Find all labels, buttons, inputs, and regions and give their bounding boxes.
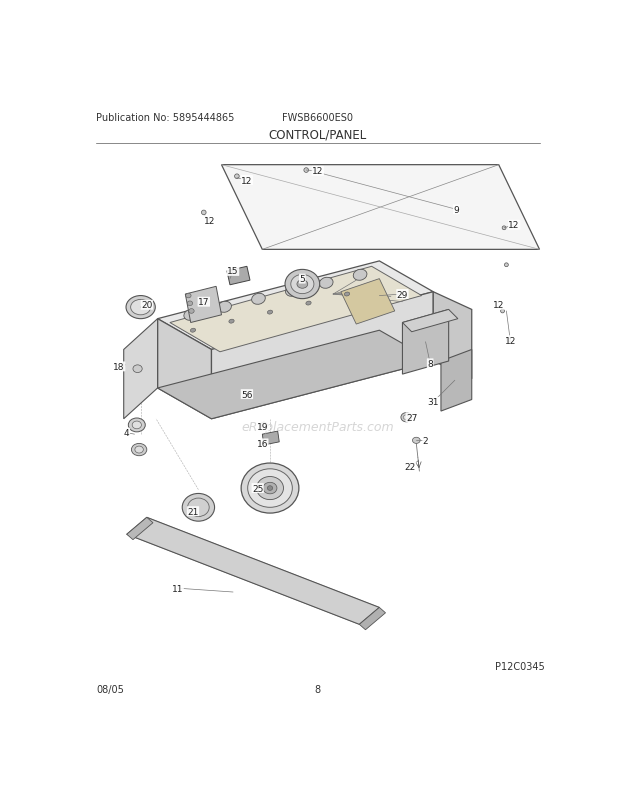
- Text: P12C0345: P12C0345: [495, 662, 544, 671]
- Ellipse shape: [403, 415, 409, 420]
- Ellipse shape: [257, 477, 283, 500]
- Ellipse shape: [229, 320, 234, 324]
- Ellipse shape: [241, 464, 299, 513]
- Ellipse shape: [306, 302, 311, 306]
- Text: 2: 2: [423, 436, 428, 445]
- Text: 12: 12: [241, 176, 252, 185]
- Polygon shape: [211, 293, 433, 419]
- Text: 20: 20: [141, 301, 153, 310]
- Text: 11: 11: [172, 584, 184, 593]
- Ellipse shape: [304, 168, 309, 173]
- Ellipse shape: [135, 447, 143, 453]
- Ellipse shape: [260, 423, 267, 428]
- Ellipse shape: [291, 275, 314, 294]
- Text: 15: 15: [228, 267, 239, 276]
- Text: 08/05: 08/05: [96, 685, 124, 695]
- Text: CONTROL/PANEL: CONTROL/PANEL: [268, 128, 367, 141]
- Text: FWSB6600ES0: FWSB6600ES0: [282, 113, 353, 124]
- Ellipse shape: [285, 286, 299, 297]
- Polygon shape: [157, 330, 433, 419]
- Polygon shape: [433, 293, 472, 379]
- Text: 56: 56: [241, 390, 253, 399]
- Text: 12: 12: [508, 221, 520, 230]
- Text: 17: 17: [198, 298, 210, 307]
- Text: 8: 8: [315, 685, 321, 695]
- Ellipse shape: [500, 310, 505, 314]
- Ellipse shape: [267, 486, 273, 491]
- Text: 19: 19: [257, 423, 268, 431]
- Text: 9: 9: [453, 205, 459, 215]
- Ellipse shape: [133, 366, 142, 373]
- Ellipse shape: [184, 310, 198, 321]
- Text: 16: 16: [257, 439, 268, 448]
- Ellipse shape: [285, 270, 320, 299]
- Ellipse shape: [247, 469, 293, 508]
- Ellipse shape: [132, 422, 141, 429]
- Text: 4: 4: [124, 428, 130, 438]
- Polygon shape: [360, 608, 386, 630]
- Polygon shape: [341, 279, 395, 325]
- Ellipse shape: [401, 413, 412, 423]
- Polygon shape: [127, 517, 153, 540]
- Polygon shape: [221, 165, 539, 250]
- Ellipse shape: [252, 294, 265, 305]
- Text: 22: 22: [404, 463, 416, 472]
- Polygon shape: [402, 310, 449, 375]
- Polygon shape: [402, 310, 458, 332]
- Polygon shape: [127, 517, 379, 625]
- Ellipse shape: [202, 211, 206, 216]
- Polygon shape: [170, 267, 422, 352]
- Ellipse shape: [131, 300, 151, 315]
- Ellipse shape: [353, 270, 367, 281]
- Text: 29: 29: [397, 290, 408, 299]
- Text: Publication No: 5895444865: Publication No: 5895444865: [96, 113, 234, 124]
- Ellipse shape: [507, 339, 511, 342]
- Ellipse shape: [190, 329, 196, 333]
- Ellipse shape: [267, 310, 273, 314]
- Ellipse shape: [218, 302, 231, 313]
- Ellipse shape: [344, 293, 350, 297]
- Ellipse shape: [126, 296, 155, 319]
- Polygon shape: [157, 319, 211, 419]
- Ellipse shape: [297, 281, 308, 289]
- Polygon shape: [227, 267, 250, 286]
- Text: 21: 21: [187, 507, 198, 516]
- Ellipse shape: [128, 419, 145, 432]
- Ellipse shape: [505, 264, 508, 267]
- Ellipse shape: [319, 278, 333, 289]
- Polygon shape: [157, 261, 433, 350]
- Text: 12: 12: [493, 301, 505, 310]
- Text: 18: 18: [113, 363, 125, 371]
- Ellipse shape: [502, 227, 506, 230]
- Polygon shape: [262, 431, 279, 445]
- Ellipse shape: [188, 310, 194, 314]
- Ellipse shape: [263, 483, 277, 494]
- Text: 25: 25: [252, 484, 264, 493]
- Text: 31: 31: [428, 398, 439, 407]
- Ellipse shape: [131, 444, 147, 456]
- Ellipse shape: [234, 175, 239, 180]
- Ellipse shape: [187, 302, 193, 306]
- Text: 12: 12: [312, 167, 324, 176]
- Text: 12: 12: [505, 336, 516, 346]
- Polygon shape: [124, 319, 157, 419]
- Text: 5: 5: [299, 275, 305, 284]
- Text: eReplacementParts.com: eReplacementParts.com: [241, 420, 394, 433]
- Ellipse shape: [182, 494, 215, 521]
- Polygon shape: [441, 350, 472, 411]
- Text: 8: 8: [427, 359, 433, 368]
- Ellipse shape: [412, 438, 420, 444]
- Text: 27: 27: [406, 413, 417, 422]
- Ellipse shape: [186, 294, 191, 298]
- Text: 12: 12: [204, 217, 216, 225]
- Polygon shape: [185, 287, 221, 323]
